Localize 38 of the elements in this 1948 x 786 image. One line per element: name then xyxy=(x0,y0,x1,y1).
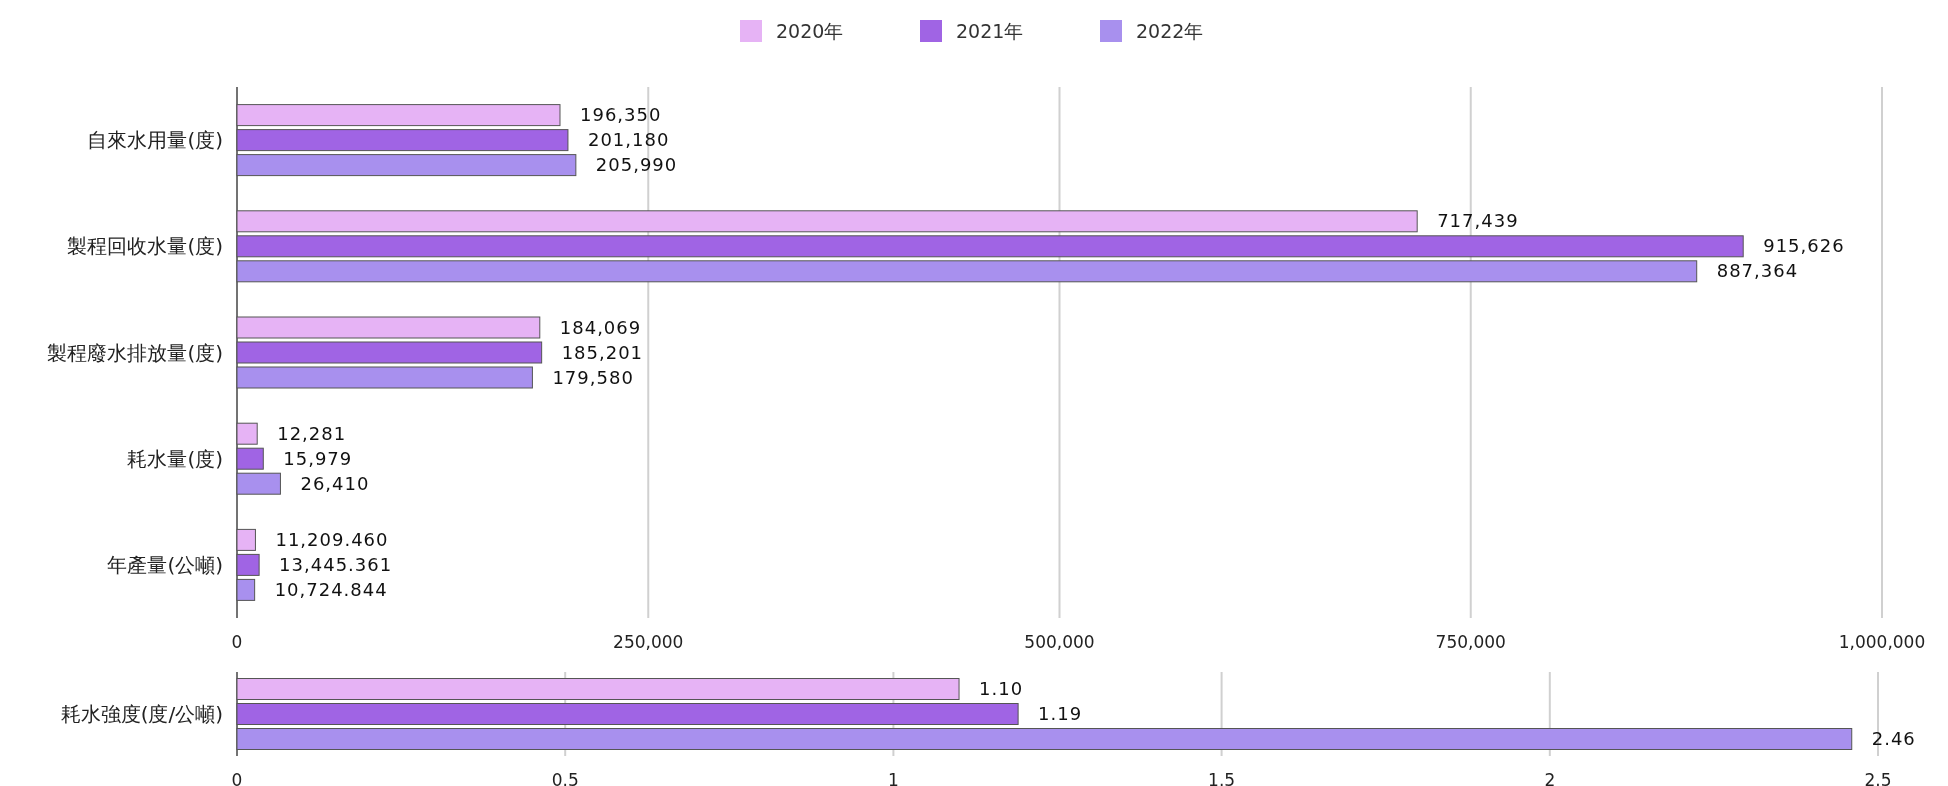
data-label: 915,626 xyxy=(1763,235,1845,257)
x-tick-label: 250,000 xyxy=(613,632,684,652)
x-tick-label: 1 xyxy=(887,770,899,786)
y-tick-label: 耗水強度(度/公噸) xyxy=(60,702,223,726)
data-label: 10,724.844 xyxy=(274,578,388,600)
data-label: 205,990 xyxy=(595,154,678,176)
x-tick-label: 0.5 xyxy=(551,770,579,786)
y-tick-label: 耗水量(度) xyxy=(127,446,223,471)
data-label: 11,209.460 xyxy=(275,528,389,550)
y-tick-label: 製程廢水排放量(度) xyxy=(47,340,223,365)
legend-label: 2022年 xyxy=(1136,20,1204,42)
x-tick-label: 1,000,000 xyxy=(1838,632,1926,652)
data-label: 196,350 xyxy=(580,104,662,126)
data-label: 2.46 xyxy=(1871,728,1916,749)
data-label: 1.19 xyxy=(1038,703,1083,724)
y-tick-label: 年產量(公噸) xyxy=(107,552,223,577)
x-tick-label: 750,000 xyxy=(1435,632,1506,652)
data-label: 179,580 xyxy=(552,366,634,388)
y-tick-label: 自來水用量(度) xyxy=(87,128,223,153)
data-label: 15,979 xyxy=(283,447,353,469)
x-tick-label: 500,000 xyxy=(1024,632,1095,652)
x-tick-label: 1.5 xyxy=(1208,770,1236,786)
data-label: 26,410 xyxy=(300,472,370,494)
x-tick-label: 2 xyxy=(1544,770,1556,786)
y-tick-label: 製程回收水量(度) xyxy=(67,234,223,259)
legend-label: 2021年 xyxy=(956,20,1024,42)
legend-label: 2020年 xyxy=(776,20,844,42)
data-label: 201,180 xyxy=(587,129,670,151)
data-label: 1.10 xyxy=(979,678,1024,699)
x-tick-label: 0 xyxy=(231,770,243,786)
data-label: 184,069 xyxy=(559,316,642,338)
data-label: 12,281 xyxy=(277,422,347,444)
data-label: 887,364 xyxy=(1716,260,1799,282)
data-label: 717,439 xyxy=(1437,210,1519,232)
x-tick-label: 0 xyxy=(231,632,243,652)
data-label: 13,445.361 xyxy=(279,553,393,575)
x-tick-label: 2.5 xyxy=(1864,770,1892,786)
data-label: 185,201 xyxy=(561,341,644,363)
